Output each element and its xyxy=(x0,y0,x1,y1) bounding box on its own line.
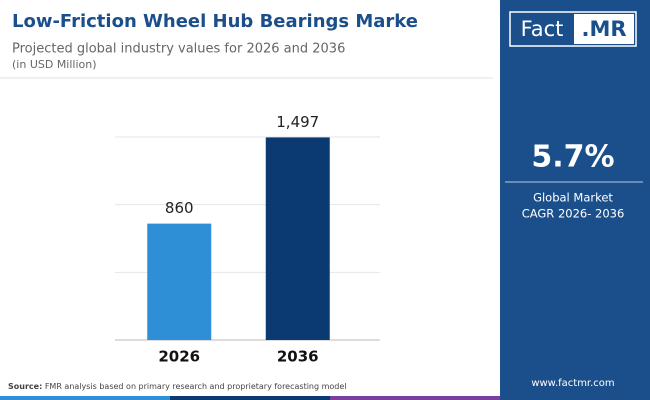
chart-title: Low-Friction Wheel Hub Bearings Marke xyxy=(12,11,418,32)
logo-frame xyxy=(509,11,637,47)
value-label: 860 xyxy=(165,199,194,217)
chart-subtitle: Projected global industry values for 202… xyxy=(12,42,345,57)
sidebar xyxy=(500,0,650,400)
cagr-label: CAGR 2026- 2036 xyxy=(522,207,625,221)
cagr-label: Global Market xyxy=(533,191,613,205)
value-label: 1,497 xyxy=(276,113,319,131)
unit-note: (in USD Million) xyxy=(12,58,97,71)
bar xyxy=(265,137,330,340)
bar xyxy=(147,223,212,340)
cagr-value: 5.7% xyxy=(531,140,614,175)
website: www.factmr.com xyxy=(531,378,614,389)
logo-text: Fact xyxy=(521,17,564,41)
logo-text: .MR xyxy=(581,17,626,41)
source-line: Source: FMR analysis based on primary re… xyxy=(8,382,347,391)
footer-strip xyxy=(0,396,170,400)
footer-strip xyxy=(330,396,500,400)
source-text: FMR analysis based on primary research a… xyxy=(45,382,347,391)
x-tick-label: 2036 xyxy=(277,348,319,366)
logo-box xyxy=(574,14,634,44)
footer-strip xyxy=(170,396,330,400)
x-tick-label: 2026 xyxy=(158,348,200,366)
source-label: Source: xyxy=(8,382,42,391)
